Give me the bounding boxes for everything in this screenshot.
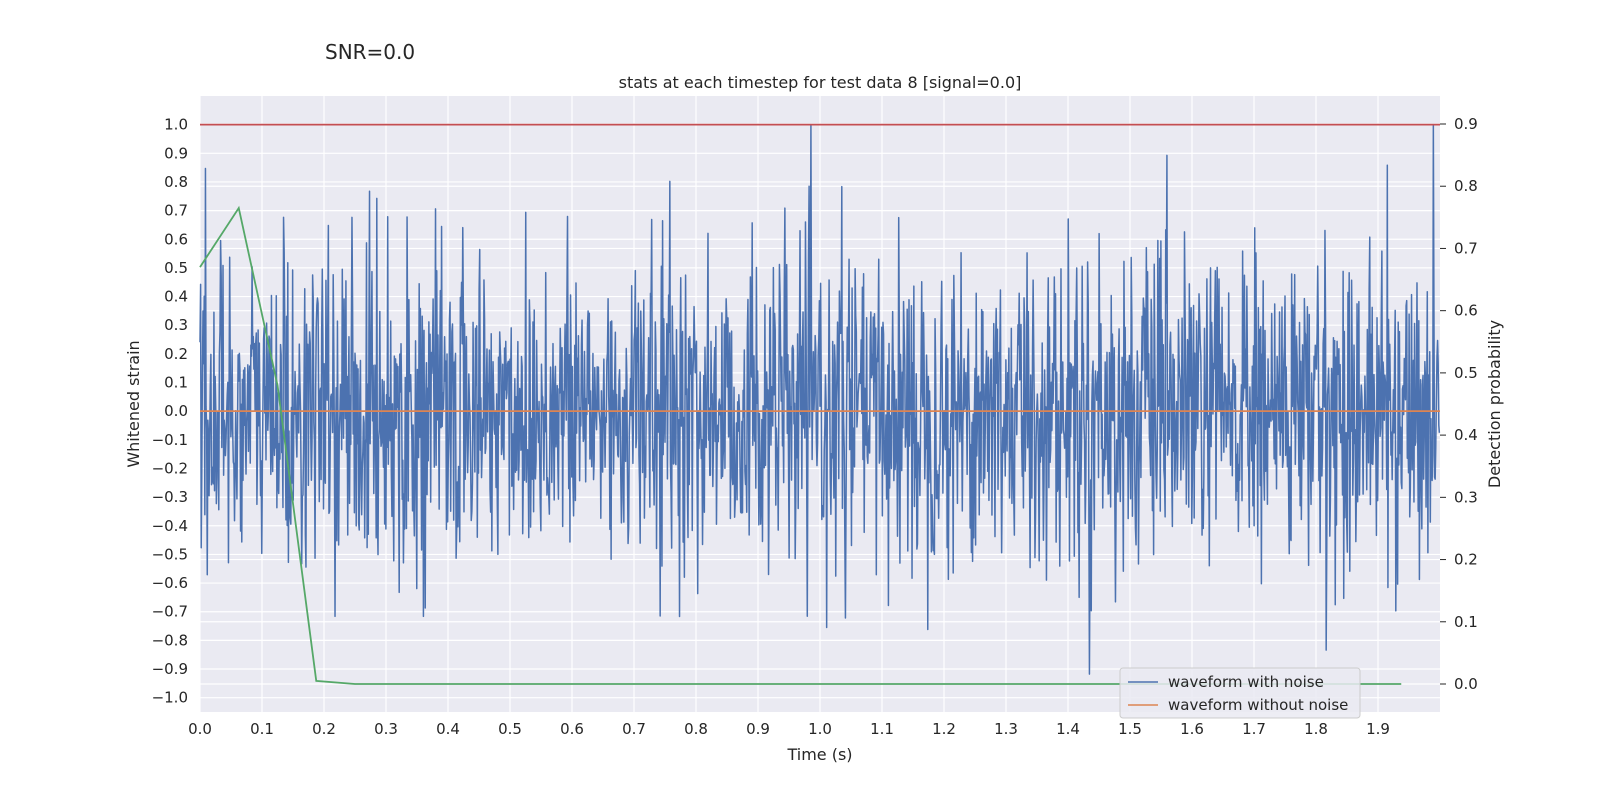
x-tick-label: 0.4 <box>436 720 460 738</box>
y-tick-label: 0.5 <box>164 259 188 277</box>
x-tick-label: 1.7 <box>1242 720 1266 738</box>
y2-tick-label: 0.5 <box>1454 364 1478 382</box>
x-tick-label: 0.2 <box>312 720 336 738</box>
x-tick-label: 1.1 <box>870 720 894 738</box>
y-tick-label: 1.0 <box>164 116 188 134</box>
y-tick-label: 0.3 <box>164 316 188 334</box>
y-tick-label: 0.6 <box>164 230 188 248</box>
y-tick-label: −0.7 <box>152 603 188 621</box>
y2-tick-label: 0.3 <box>1454 488 1478 506</box>
y-tick-label: −0.2 <box>152 459 188 477</box>
y-tick-label: 0.4 <box>164 288 188 306</box>
y2-axis-label: Detection probability <box>1485 320 1504 488</box>
y2-tick-label: 0.0 <box>1454 675 1478 693</box>
y2-tick-label: 0.6 <box>1454 302 1478 320</box>
x-axis-label: Time (s) <box>786 745 852 764</box>
x-tick-label: 0.6 <box>560 720 584 738</box>
y-axis-label: Whitened strain <box>124 340 143 467</box>
y-tick-label: −0.6 <box>152 574 188 592</box>
y-tick-label: 0.8 <box>164 173 188 191</box>
x-tick-label: 0.8 <box>684 720 708 738</box>
x-tick-label: 1.4 <box>1056 720 1080 738</box>
y2-tick-label: 0.2 <box>1454 551 1478 569</box>
y2-tick-label: 0.9 <box>1454 115 1478 133</box>
y-tick-label: −0.4 <box>152 517 188 535</box>
x-tick-label: 0.7 <box>622 720 646 738</box>
y-tick-label: 0.0 <box>164 402 188 420</box>
y-tick-label: −0.3 <box>152 488 188 506</box>
figure-suptitle: SNR=0.0 <box>325 40 416 64</box>
legend-label-with-noise: waveform with noise <box>1168 673 1324 691</box>
chart-title: stats at each timestep for test data 8 [… <box>619 73 1022 92</box>
x-tick-label: 1.0 <box>808 720 832 738</box>
y-tick-label: −0.5 <box>152 545 188 563</box>
y-tick-labels: 1.0 0.9 0.8 0.7 0.6 0.5 0.4 0.3 0.2 0.1 0.0 −0.1 −0.… <box>152 116 188 707</box>
y2-tick-label: 0.4 <box>1454 426 1478 444</box>
x-tick-label: 1.3 <box>994 720 1018 738</box>
y2-tick-labels: 0.9 0.8 0.7 0.6 0.5 0.4 0.3 0.2 0.1 0.0 <box>1440 115 1478 693</box>
y-tick-label: −0.8 <box>152 631 188 649</box>
legend: waveform with noise waveform without noi… <box>1119 667 1361 719</box>
x-tick-label: 0.0 <box>188 720 212 738</box>
y2-tick-label: 0.8 <box>1454 177 1478 195</box>
x-tick-label: 0.9 <box>746 720 770 738</box>
y-tick-label: −1.0 <box>152 689 188 707</box>
legend-box <box>1119 667 1361 719</box>
y-tick-label: 0.7 <box>164 202 188 220</box>
x-tick-label: 0.5 <box>498 720 522 738</box>
x-tick-labels: 0.0 0.1 0.2 0.3 0.4 0.5 0.6 0.7 0.8 0.9 1.0 1.1 1.2 1… <box>188 720 1390 738</box>
y-tick-label: 0.1 <box>164 374 188 392</box>
x-tick-label: 1.6 <box>1180 720 1204 738</box>
x-tick-label: 1.9 <box>1366 720 1390 738</box>
x-tick-label: 1.8 <box>1304 720 1328 738</box>
y-tick-label: 0.9 <box>164 144 188 162</box>
y-tick-label: 0.2 <box>164 345 188 363</box>
legend-label-without-noise: waveform without noise <box>1168 696 1348 714</box>
x-tick-label: 1.2 <box>932 720 956 738</box>
y2-tick-label: 0.1 <box>1454 613 1478 631</box>
y-tick-label: −0.9 <box>152 660 188 678</box>
series-line-waveform-with-noise <box>199 123 1441 675</box>
x-tick-label: 0.3 <box>374 720 398 738</box>
x-tick-label: 0.1 <box>250 720 274 738</box>
y2-tick-label: 0.7 <box>1454 239 1478 257</box>
x-tick-label: 1.5 <box>1118 720 1142 738</box>
y-tick-label: −0.1 <box>152 431 188 449</box>
